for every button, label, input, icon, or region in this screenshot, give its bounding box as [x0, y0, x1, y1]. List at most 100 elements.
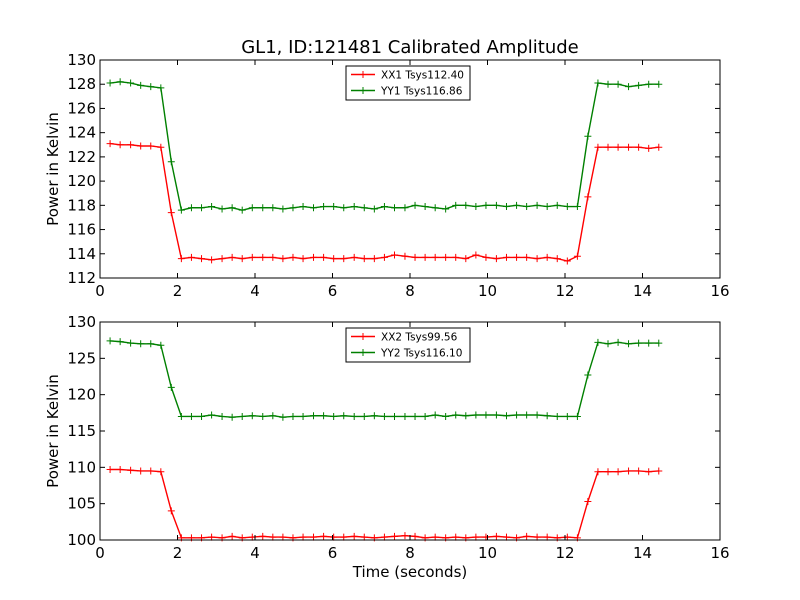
data-point: [492, 532, 500, 540]
figure-title: GL1, ID:121481 Calibrated Amplitude: [241, 37, 579, 58]
data-point: [472, 203, 480, 211]
legend: XX1 Tsys112.40 YY1 Tsys116.86: [345, 65, 471, 101]
data-point: [299, 533, 307, 541]
data-point: [594, 338, 602, 346]
data-point: [594, 143, 602, 151]
data-point: [584, 193, 592, 201]
data-point: [411, 201, 419, 209]
data-point: [238, 255, 246, 263]
data-point: [411, 412, 419, 420]
data-point: [655, 467, 663, 475]
data-point: [482, 253, 490, 261]
data-point: [147, 83, 155, 91]
x-tick-label: 2: [173, 282, 183, 300]
data-point: [127, 466, 135, 474]
data-point: [391, 412, 398, 420]
data-point: [320, 412, 328, 420]
data-point: [472, 411, 480, 419]
data-point: [228, 532, 236, 540]
data-point: [645, 80, 653, 88]
x-tick-label: 12: [555, 544, 574, 562]
legend-marker: [359, 333, 367, 340]
data-point: [543, 203, 551, 211]
data-point: [411, 532, 419, 540]
legend-entry-label: YY1 Tsys116.86: [380, 86, 463, 98]
data-point: [279, 205, 287, 213]
data-point: [269, 412, 277, 420]
data-point: [573, 252, 581, 260]
y-tick-label: 130: [67, 313, 96, 331]
data-point: [472, 251, 480, 259]
data-point: [523, 253, 531, 261]
data-point: [635, 81, 643, 89]
data-point: [299, 203, 307, 211]
data-point: [625, 340, 633, 348]
data-point: [106, 337, 114, 345]
data-point: [543, 533, 551, 541]
data-point: [238, 412, 246, 420]
data-point: [259, 204, 267, 212]
data-point: [502, 412, 510, 420]
data-point: [157, 143, 165, 151]
y-tick-label: 116: [67, 221, 96, 239]
data-point: [513, 201, 521, 209]
data-point: [177, 255, 185, 263]
data-point: [472, 533, 480, 541]
data-point: [573, 203, 581, 211]
data-point: [584, 497, 592, 505]
data-point: [350, 253, 358, 261]
data-point: [452, 253, 460, 261]
data-point: [127, 339, 135, 347]
data-point: [238, 206, 246, 214]
data-point: [147, 467, 155, 475]
x-tick-label: 0: [95, 544, 105, 562]
data-point: [350, 203, 358, 211]
data-point: [228, 413, 236, 421]
data-point: [116, 338, 124, 346]
data-point: [645, 339, 653, 347]
y-tick-label: 128: [67, 75, 96, 93]
data-point: [594, 468, 602, 476]
data-point: [187, 253, 195, 261]
y-tick-label: 124: [67, 124, 96, 142]
x-tick-label: 10: [478, 282, 497, 300]
data-point: [157, 341, 165, 349]
data-point: [137, 467, 145, 475]
data-point: [492, 201, 500, 209]
y-tick-label: 118: [67, 196, 96, 214]
data-point: [442, 412, 450, 420]
data-point: [299, 255, 307, 263]
y-tick-label: 112: [67, 269, 96, 287]
data-point: [604, 143, 612, 151]
data-point: [340, 204, 348, 212]
data-point: [635, 339, 643, 347]
data-point: [218, 412, 226, 420]
x-tick-label: 14: [633, 282, 652, 300]
data-point: [208, 256, 216, 264]
data-point: [208, 411, 216, 419]
y-tick-label: 114: [67, 245, 96, 263]
data-point: [452, 533, 460, 541]
data-point: [625, 467, 633, 475]
legend-box: [345, 327, 471, 363]
data-point: [533, 533, 541, 541]
data-point: [513, 411, 521, 419]
data-point: [431, 533, 439, 541]
data-point: [635, 467, 643, 475]
data-point: [462, 255, 470, 263]
data-point: [553, 201, 561, 209]
data-point: [127, 79, 135, 87]
data-point: [370, 255, 378, 263]
data-point: [279, 533, 287, 541]
data-point: [523, 411, 531, 419]
legend-marker: [359, 71, 367, 78]
data-point: [625, 83, 633, 91]
y-tick-label: 126: [67, 99, 96, 117]
data-point: [482, 533, 490, 541]
data-point: [380, 203, 388, 211]
data-point: [380, 533, 388, 541]
y-tick-label: 122: [67, 148, 96, 166]
data-point: [259, 412, 267, 420]
x-tick-label: 8: [405, 544, 415, 562]
